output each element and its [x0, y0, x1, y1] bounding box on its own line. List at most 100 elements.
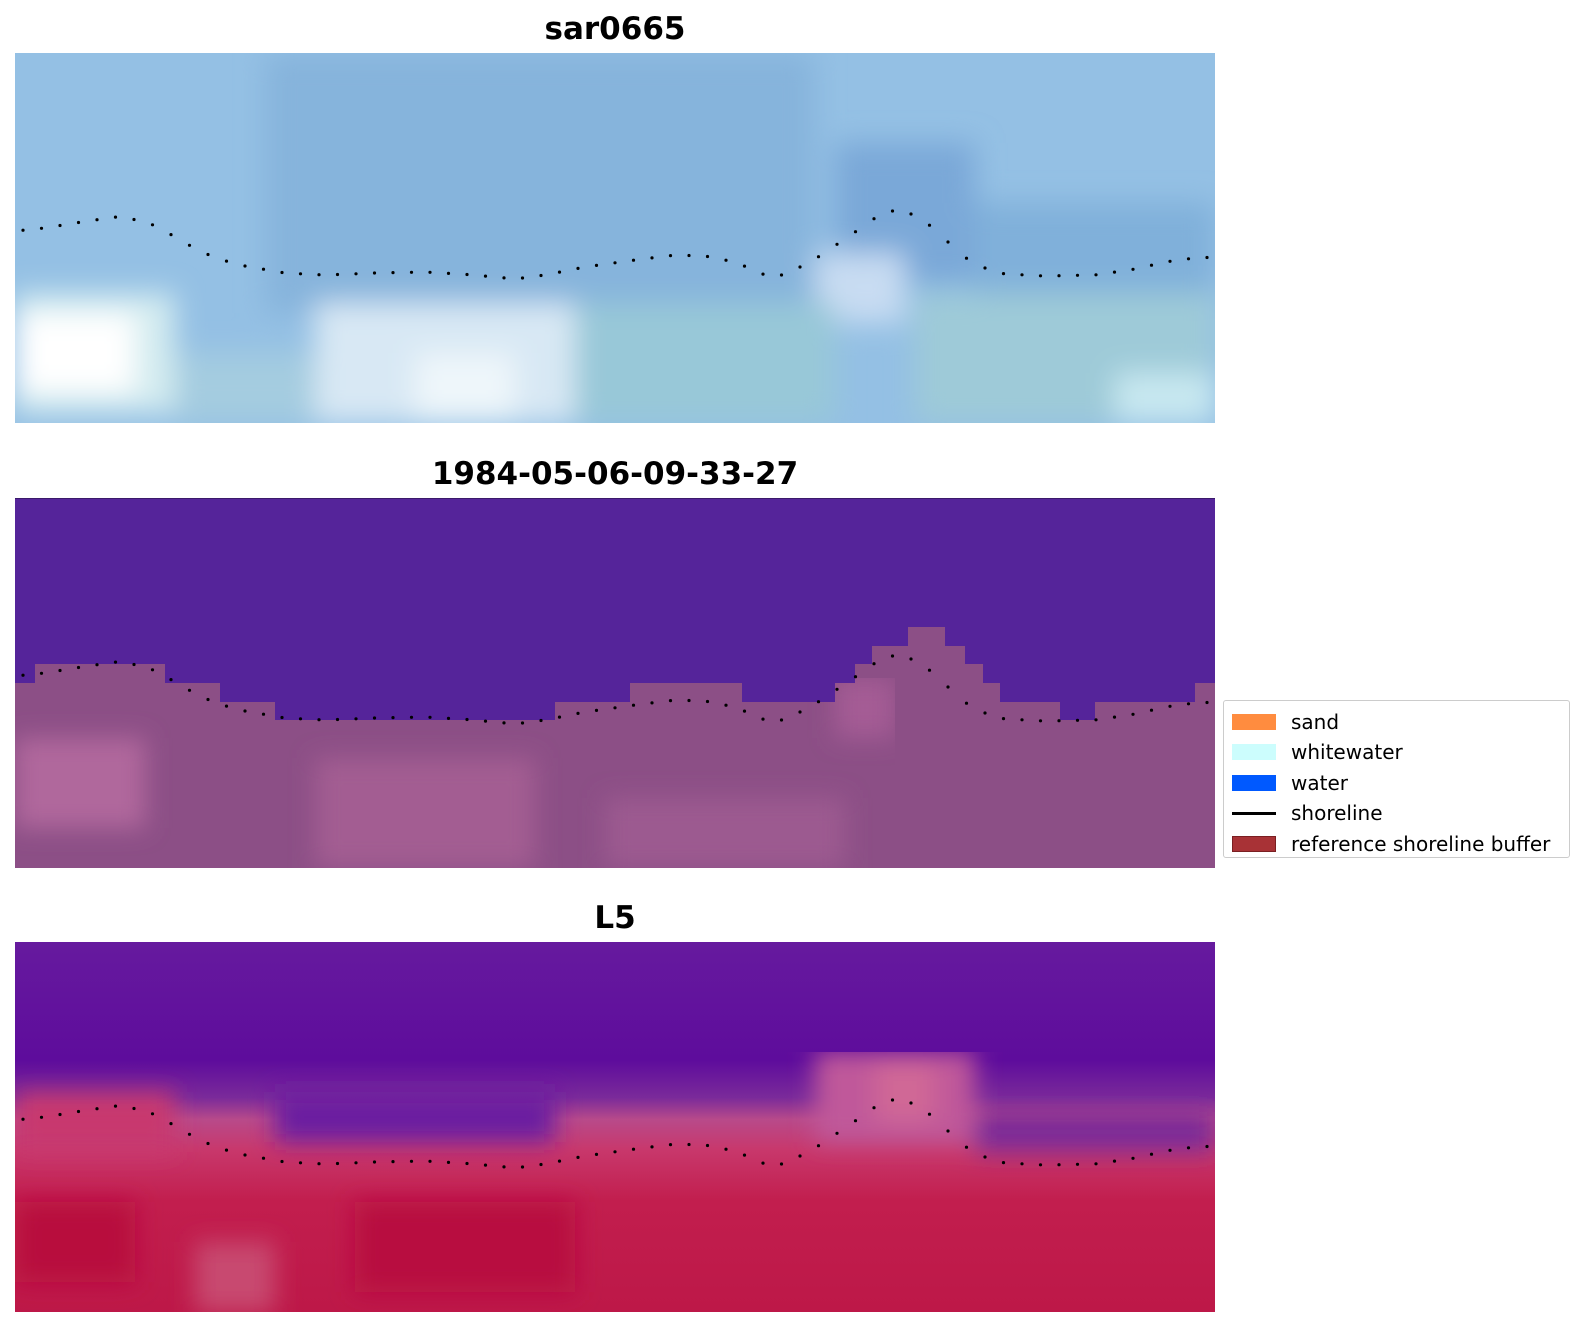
- shoreline-dot: [1168, 259, 1172, 263]
- shoreline-dot: [1020, 273, 1024, 277]
- shoreline-dot: [872, 1106, 876, 1110]
- shoreline-dot: [890, 1098, 895, 1102]
- shoreline-dot: [687, 253, 691, 258]
- shoreline-dot: [335, 272, 340, 277]
- shoreline-dot: [1057, 274, 1061, 278]
- shoreline-dot: [983, 711, 987, 715]
- shoreline-dot: [594, 1152, 599, 1156]
- shoreline-dot: [95, 218, 99, 222]
- shoreline-line-swatch: [1232, 812, 1276, 816]
- water-region: [15, 498, 1215, 720]
- shoreline-dot: [39, 1115, 44, 1119]
- shoreline-dot: [1112, 1159, 1117, 1163]
- shoreline-dot: [1075, 718, 1080, 722]
- shoreline-dot: [779, 718, 784, 722]
- reference-buffer-swatch: [1232, 835, 1276, 852]
- shoreline-dot: [890, 654, 895, 658]
- shoreline-dot: [224, 259, 229, 263]
- shoreline-dot: [1001, 1161, 1006, 1165]
- shoreline-dot: [779, 273, 784, 277]
- shoreline-dot: [354, 272, 358, 276]
- shoreline-dot: [372, 716, 377, 720]
- shoreline-dot: [853, 230, 858, 234]
- shoreline-dot: [21, 228, 25, 232]
- shoreline-dots: [21, 654, 1209, 725]
- shoreline-dot: [39, 226, 44, 230]
- shoreline-dot: [650, 701, 654, 705]
- shoreline-dot: [391, 271, 395, 275]
- shoreline-dot: [1057, 719, 1061, 723]
- shoreline-dot: [520, 1165, 525, 1169]
- shoreline-dot: [668, 1143, 673, 1147]
- shoreline-dot: [224, 704, 229, 708]
- legend: sand whitewater water shoreline referenc…: [1223, 700, 1570, 858]
- shoreline-dot: [872, 217, 876, 221]
- shoreline-dot: [631, 703, 636, 707]
- shoreline-dot: [298, 272, 303, 276]
- shoreline-dot: [76, 220, 81, 225]
- shoreline-dot: [964, 701, 969, 705]
- shoreline-dot: [853, 1119, 858, 1123]
- index-image: [15, 942, 1215, 1312]
- panel-title-sensor: L5: [594, 900, 636, 936]
- shoreline-dot: [1205, 255, 1209, 260]
- shoreline-dot: [169, 233, 173, 237]
- shoreline-dot: [206, 697, 210, 702]
- shoreline-dot: [1112, 270, 1117, 274]
- shoreline-dot: [539, 1162, 543, 1167]
- shoreline-dot: [835, 242, 839, 246]
- shoreline-dot: [946, 1129, 950, 1133]
- shoreline-dot: [1131, 1156, 1135, 1160]
- shoreline-dot: [132, 1106, 136, 1111]
- shoreline-dot: [798, 1154, 802, 1158]
- shoreline-dot: [909, 212, 913, 216]
- shoreline-dot: [742, 709, 747, 713]
- shoreline-dot: [206, 252, 210, 257]
- shoreline-dot: [1038, 719, 1043, 723]
- shoreline-dot: [1112, 715, 1117, 719]
- shoreline-dot: [1131, 267, 1135, 271]
- shoreline-dot: [520, 721, 525, 725]
- shoreline-dot: [1149, 708, 1154, 712]
- shoreline-dot: [150, 668, 155, 672]
- shoreline-dot: [687, 1142, 691, 1147]
- shoreline-dot: [742, 1153, 747, 1157]
- shoreline-dot: [613, 261, 617, 265]
- shoreline-dot: [761, 717, 765, 721]
- sar-image: [15, 53, 1215, 423]
- shoreline-dot: [557, 1159, 562, 1163]
- legend-label: whitewater: [1291, 740, 1403, 765]
- shoreline-dot: [668, 699, 673, 703]
- shoreline-dot: [1168, 1148, 1172, 1152]
- shoreline-dot: [557, 270, 562, 274]
- water-swatch: [1232, 774, 1276, 791]
- shoreline-dot: [816, 700, 821, 704]
- shoreline-dot: [705, 1143, 710, 1148]
- shoreline-dot: [742, 264, 747, 268]
- shoreline-dot: [1094, 718, 1098, 722]
- shoreline-dot: [983, 266, 987, 270]
- shoreline-dot: [502, 1165, 506, 1169]
- shoreline-dot: [946, 240, 950, 244]
- shoreline-dot: [705, 699, 710, 704]
- shoreline-dot: [909, 1101, 913, 1105]
- shoreline-dot: [1094, 1162, 1098, 1166]
- shoreline-dot: [668, 254, 673, 258]
- shoreline-dot: [1001, 717, 1006, 721]
- shoreline-dot: [816, 1144, 821, 1148]
- shoreline-dot: [594, 263, 599, 267]
- shoreline-dot: [150, 1112, 155, 1116]
- shoreline-dot: [483, 719, 488, 723]
- shoreline-dot: [261, 267, 266, 271]
- shoreline-dot: [465, 1161, 469, 1166]
- shoreline-dots: [21, 1098, 1209, 1169]
- shoreline-dots: [21, 209, 1209, 280]
- shoreline-dot: [95, 663, 99, 667]
- shoreline-dot: [409, 1159, 414, 1163]
- shoreline-dot: [1075, 1162, 1080, 1166]
- shoreline-dot: [724, 258, 728, 262]
- shoreline-dot: [206, 1141, 210, 1146]
- shoreline-dot: [816, 255, 821, 259]
- shoreline-dot: [335, 1161, 340, 1166]
- shoreline-dot: [1094, 273, 1098, 277]
